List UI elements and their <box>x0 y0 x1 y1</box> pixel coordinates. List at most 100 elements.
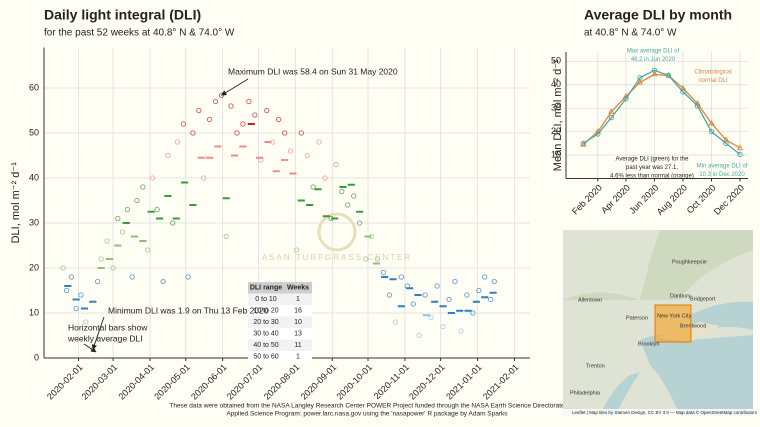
table-row-bg <box>248 293 312 305</box>
right-chart: Average DLI by month at 40.8° N & 74.0° W… <box>551 7 748 217</box>
x-tick-label: Feb 2020 <box>570 183 604 217</box>
table-header-bg <box>248 282 312 294</box>
daily-point <box>333 161 339 168</box>
daily-point <box>252 112 258 118</box>
table-row-bg <box>248 316 312 328</box>
daily-point <box>416 332 422 339</box>
daily-point <box>110 265 116 271</box>
daily-point <box>246 98 252 105</box>
annotation: Climatological <box>694 70 731 76</box>
map-label: Allentown <box>578 297 602 303</box>
daily-point <box>293 247 300 253</box>
daily-point <box>63 287 70 294</box>
series-line <box>582 73 741 149</box>
map-label: New York City <box>657 313 691 319</box>
annotation: Minimum DLI was 1.9 on Thu 13 Feb 2020 <box>108 305 269 315</box>
daily-point <box>310 184 316 190</box>
series-marker <box>708 128 715 135</box>
x-tick-label: 2020-12-01 <box>407 362 447 402</box>
table-row-bg <box>248 328 312 340</box>
chart-subtitle: at 40.8° N & 74.0° W <box>584 28 677 39</box>
x-tick-label: 2020-08-01 <box>262 362 302 402</box>
series-marker <box>737 151 743 158</box>
y-tick-label: 10 <box>29 307 39 317</box>
series-marker <box>665 72 672 79</box>
daily-point <box>491 278 497 285</box>
daily-point <box>304 152 310 159</box>
map-ocean <box>640 335 753 416</box>
daily-point <box>94 278 101 285</box>
map: Poughkeepsie Danbury Bridgeport Paterson… <box>563 230 758 416</box>
table-weeks: 1 <box>296 296 300 303</box>
table-row-bg <box>248 305 312 317</box>
table-weeks: 1 <box>296 354 300 361</box>
daily-point <box>169 220 176 226</box>
table-weeks: 16 <box>294 308 302 315</box>
daily-point <box>149 175 156 181</box>
daily-point <box>160 278 166 285</box>
x-tick-label: 2020-02-01 <box>45 362 85 402</box>
daily-point <box>174 139 181 145</box>
daily-point <box>78 292 84 298</box>
y-tick-label: 0 <box>34 352 39 362</box>
daily-point <box>422 292 428 298</box>
y-axis-label: Mean DLI, mol m⁻² d⁻¹ <box>552 59 564 171</box>
x-tick-label: 2020-03-01 <box>80 362 120 402</box>
map-label: Paterson <box>626 315 648 321</box>
daily-point <box>428 314 434 321</box>
daily-point <box>98 256 104 262</box>
footer: Applied Science Program: power.larc.nasa… <box>226 411 508 418</box>
daily-point <box>200 175 207 181</box>
annotation: Average DLI (green) for the <box>616 157 690 163</box>
y-tick-label: 30 <box>29 217 39 227</box>
table-header: Weeks <box>287 285 309 292</box>
map-label: Philadelphia <box>570 390 601 396</box>
table-range: 50 to 60 <box>253 354 278 361</box>
daily-point <box>264 107 270 114</box>
annotation: Horizontal bars show <box>68 322 148 332</box>
annotation-arrow <box>221 78 249 96</box>
x-tick-label: 2021-01-01 <box>444 362 484 402</box>
map-label: Brooklyn <box>638 341 659 347</box>
series-marker <box>580 140 586 147</box>
daily-point <box>298 130 304 136</box>
daily-point <box>386 292 393 298</box>
y-tick-label: 20 <box>29 262 39 272</box>
daily-point <box>345 202 351 208</box>
daily-point <box>196 107 202 114</box>
y-tick-label: 10 <box>551 149 561 159</box>
series-marker <box>651 67 658 73</box>
map-label: Brentwood <box>680 323 706 329</box>
table-range: 20 to 30 <box>253 319 278 326</box>
x-tick-label: 2020-07-01 <box>225 362 265 402</box>
annotation: 46.2 in Jun 2020 <box>631 57 676 63</box>
daily-point <box>104 238 110 244</box>
annotation: Max average DLI of <box>627 49 680 55</box>
daily-point <box>351 193 357 199</box>
x-tick-label: 2020-04-01 <box>116 362 156 402</box>
map-attribution-bg <box>563 409 753 416</box>
series-line <box>582 69 741 155</box>
daily-point <box>410 301 416 307</box>
x-tick-label: 2020-10-01 <box>334 362 374 402</box>
series-marker <box>708 119 715 126</box>
daily-point <box>362 256 369 262</box>
annotation-arrow <box>91 316 105 350</box>
daily-point <box>119 229 126 235</box>
daily-point <box>398 274 405 280</box>
daily-point <box>458 328 464 334</box>
table-weeks: 10 <box>294 319 302 326</box>
annotation: 4.6% less than normal (orange) <box>610 174 694 180</box>
y-axis-label: DLI, mol m⁻² d⁻¹ <box>10 162 22 244</box>
daily-point <box>281 130 288 136</box>
daily-point <box>476 287 482 294</box>
x-tick-label: 2020-11-01 <box>372 362 411 401</box>
annotation: past year was 27.1, <box>626 165 678 171</box>
y-tick-label: 40 <box>551 79 561 89</box>
annotation: 10.3 in Dec 2020 <box>699 172 745 178</box>
x-tick-label: 2021-02-01 <box>481 362 521 402</box>
daily-point <box>180 121 187 127</box>
annotation: Maximum DLI was 58.4 on Sun 31 May 2020 <box>228 66 398 76</box>
x-tick-label: 2020-09-01 <box>299 362 339 402</box>
daily-point <box>73 305 79 312</box>
